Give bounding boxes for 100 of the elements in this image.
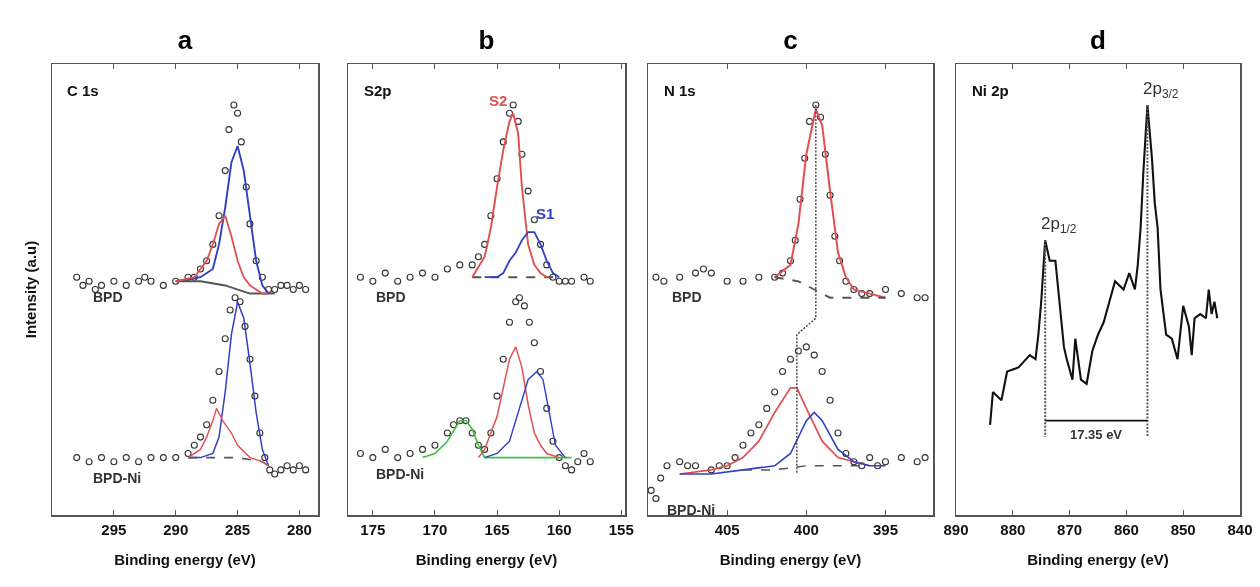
point xyxy=(481,240,489,248)
point xyxy=(468,261,476,269)
point xyxy=(921,294,929,302)
point xyxy=(568,466,576,474)
chart-title: c xyxy=(783,25,798,56)
series-label: S1 xyxy=(536,205,555,222)
series-label: BPD-Ni xyxy=(376,466,425,482)
point xyxy=(226,306,234,314)
point xyxy=(858,462,866,470)
point xyxy=(555,454,563,462)
series-label: BPD-Ni xyxy=(93,470,142,486)
point xyxy=(196,265,205,273)
point xyxy=(369,277,377,285)
series-label: BPD-Ni xyxy=(667,502,716,518)
point xyxy=(394,277,402,285)
point xyxy=(122,281,130,289)
point xyxy=(834,429,842,437)
x-axis-title: Binding energy (eV) xyxy=(114,551,256,569)
text: C 1s xyxy=(67,82,99,99)
point xyxy=(524,187,532,195)
point xyxy=(794,347,802,355)
point xyxy=(172,277,180,285)
point xyxy=(684,462,692,470)
point xyxy=(866,454,874,462)
point xyxy=(723,277,731,285)
annotation: 17.35 eV xyxy=(1070,427,1123,442)
point xyxy=(97,454,106,462)
point xyxy=(826,396,834,404)
point xyxy=(771,273,779,281)
point xyxy=(842,277,850,285)
point xyxy=(913,294,921,302)
point xyxy=(555,277,563,285)
point xyxy=(663,462,671,470)
point xyxy=(231,294,239,302)
point xyxy=(252,257,260,265)
x-tick-label: 295 xyxy=(101,520,127,538)
point xyxy=(283,281,291,289)
point xyxy=(821,150,829,158)
point xyxy=(810,351,818,359)
point xyxy=(802,343,810,351)
point xyxy=(691,462,700,470)
point xyxy=(85,458,93,466)
point xyxy=(135,458,143,466)
point xyxy=(122,454,130,462)
point xyxy=(283,462,291,470)
point xyxy=(277,281,285,289)
chart-title: a xyxy=(177,25,193,56)
x-tick-label: 850 xyxy=(1170,520,1196,538)
point xyxy=(418,445,427,453)
point xyxy=(647,486,655,494)
point xyxy=(258,273,266,281)
point xyxy=(159,454,167,462)
point xyxy=(676,458,684,466)
point xyxy=(110,277,118,285)
point xyxy=(236,298,244,306)
x-tick-label: 870 xyxy=(1057,520,1083,538)
point xyxy=(443,265,451,273)
point xyxy=(707,269,715,277)
x-tick-label: 280 xyxy=(286,520,312,538)
point xyxy=(493,175,501,183)
x-tick-label: 880 xyxy=(1000,520,1026,538)
point xyxy=(147,277,155,285)
point xyxy=(739,441,747,449)
point xyxy=(135,277,143,285)
point xyxy=(487,212,495,220)
point xyxy=(474,253,482,261)
point xyxy=(791,236,799,244)
point xyxy=(505,318,514,326)
x-tick-label: 860 xyxy=(1113,520,1139,538)
point xyxy=(215,367,223,376)
point xyxy=(530,339,538,347)
point xyxy=(801,154,809,162)
point xyxy=(652,495,660,503)
point xyxy=(779,367,787,376)
point xyxy=(264,285,273,294)
point xyxy=(512,298,520,306)
annotation: 2p$_{3/2}$ xyxy=(1143,79,1179,101)
point xyxy=(913,458,921,466)
point xyxy=(443,429,451,437)
point xyxy=(812,101,820,109)
chart-title: b xyxy=(478,25,495,56)
point xyxy=(536,240,545,248)
point xyxy=(817,113,825,121)
point xyxy=(251,392,259,400)
point xyxy=(549,273,557,281)
point xyxy=(242,183,250,191)
series-label: S2 xyxy=(489,92,508,109)
point xyxy=(858,290,866,298)
point xyxy=(676,273,684,281)
point xyxy=(431,441,439,449)
x-tick-label: 160 xyxy=(546,520,572,538)
point xyxy=(509,101,517,109)
point xyxy=(241,322,249,330)
point xyxy=(747,429,755,437)
point xyxy=(657,474,665,482)
point xyxy=(818,367,826,376)
point xyxy=(302,466,310,474)
point xyxy=(549,437,557,445)
point xyxy=(394,454,402,462)
point xyxy=(381,269,389,277)
